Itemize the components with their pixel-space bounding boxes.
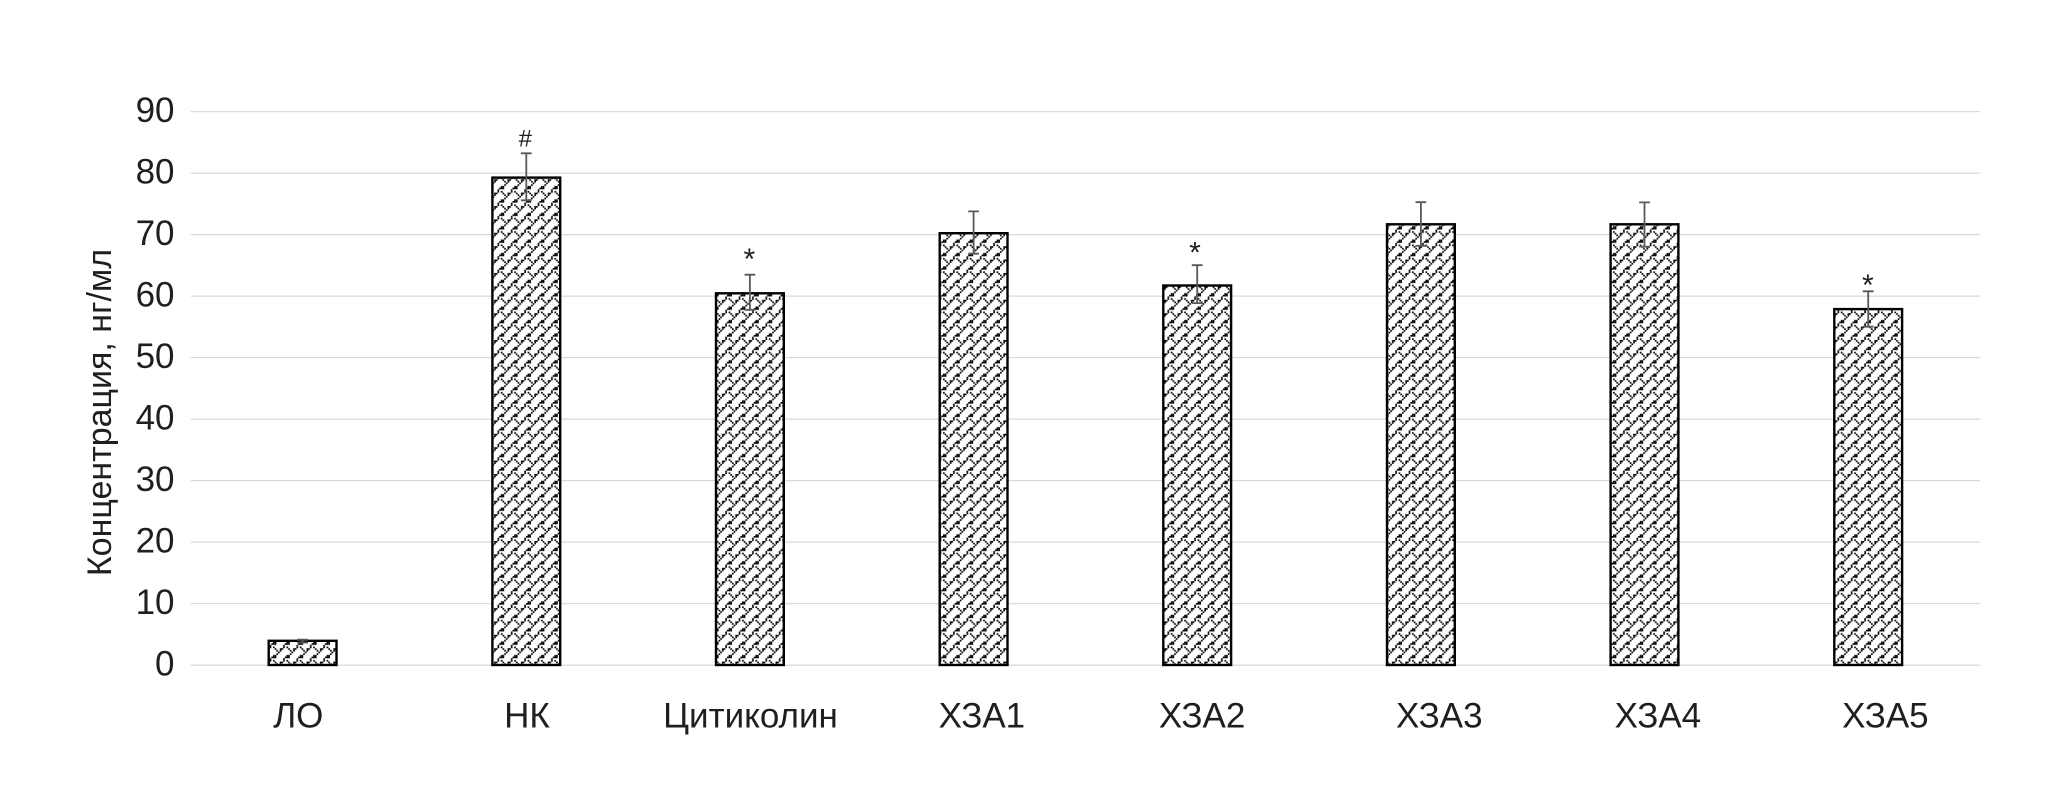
svg-text:*: * [1189,237,1201,270]
svg-text:*: * [1862,269,1874,302]
svg-text:40: 40 [136,399,175,438]
svg-text:80: 80 [136,153,175,192]
svg-text:20: 20 [136,522,175,561]
svg-text:ЛО: ЛО [273,697,323,736]
svg-text:ХЗА4: ХЗА4 [1615,697,1702,736]
svg-text:10: 10 [136,583,175,622]
svg-text:ХЗА1: ХЗА1 [939,697,1026,736]
svg-text:30: 30 [136,460,175,499]
svg-text:50: 50 [136,337,175,376]
svg-text:Цитиколин: Цитиколин [663,697,838,736]
svg-text:90: 90 [136,91,175,130]
svg-text:ХЗА3: ХЗА3 [1396,697,1483,736]
svg-text:ХЗА2: ХЗА2 [1159,697,1246,736]
svg-text:60: 60 [136,276,175,315]
svg-text:ХЗА5: ХЗА5 [1842,697,1929,736]
svg-text:Концентрация, нг/мл: Концентрация, нг/мл [81,249,119,576]
svg-text:#: # [519,125,533,152]
svg-text:НК: НК [504,697,550,736]
svg-text:0: 0 [155,645,174,684]
svg-text:*: * [743,243,755,276]
svg-text:70: 70 [136,214,175,253]
